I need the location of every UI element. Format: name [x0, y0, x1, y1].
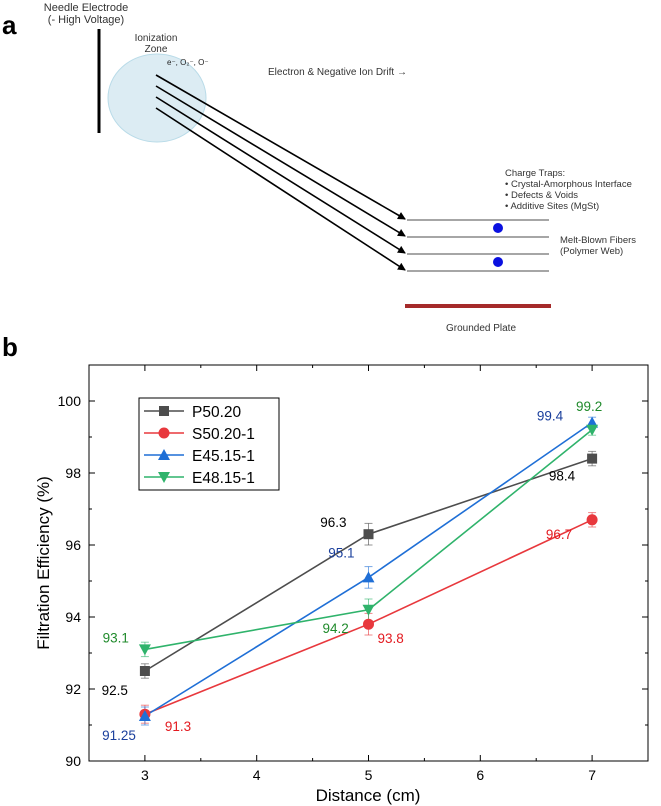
fibers-label-1: Melt-Blown Fibers — [560, 235, 636, 246]
plate-label: Grounded Plate — [446, 323, 516, 334]
y-tick-label: 92 — [65, 681, 81, 697]
y-tick-label: 96 — [65, 537, 81, 553]
ionization-zone-label-1: Ionization — [135, 33, 178, 44]
data-label: 96.3 — [320, 515, 346, 530]
electrode-title: Needle Electrode — [44, 2, 128, 14]
data-label: 91.3 — [165, 719, 191, 734]
traps-item: • Defects & Voids — [505, 190, 578, 201]
data-label: 96.7 — [546, 527, 572, 542]
legend-entry: S50.20-1 — [192, 426, 255, 443]
data-label: 93.8 — [378, 631, 404, 646]
fiber-lines — [407, 219, 549, 272]
traps-title: Charge Traps: — [505, 168, 565, 179]
traps-item: • Crystal-Amorphous Interface — [505, 179, 632, 190]
legend-marker — [158, 427, 170, 439]
drift-arrow — [155, 74, 406, 220]
x-tick-label: 4 — [253, 767, 261, 783]
data-label: 94.2 — [323, 621, 349, 636]
legend-marker — [159, 406, 169, 416]
series-markers — [138, 416, 599, 721]
legend: P50.20 S50.20-1 E45.15-1 E48.15-1 — [138, 397, 280, 491]
drift-arrow — [155, 96, 406, 254]
traps-item: • Additive Sites (MgSt) — [505, 201, 599, 212]
y-tick-label: 90 — [65, 753, 81, 769]
x-axis-label: Distance (cm) — [316, 786, 421, 805]
data-point — [586, 424, 599, 436]
data-label: 98.4 — [549, 469, 576, 484]
x-tick-label: 5 — [365, 767, 373, 783]
electrode-subtitle: (- High Voltage) — [48, 14, 124, 26]
legend-marker — [158, 472, 170, 483]
data-label: 93.1 — [103, 630, 129, 645]
ion-drift-arrows — [155, 74, 406, 271]
data-point — [587, 453, 598, 464]
ion-species-label: e⁻, O₂⁻, O⁻ — [167, 58, 209, 67]
data-point — [138, 710, 151, 721]
data-point — [586, 514, 598, 526]
panel-a-diagram: a Needle Electrode (- High Voltage) Ioni… — [2, 2, 636, 334]
panel-b-label: b — [2, 332, 18, 362]
data-labels: 92.5 96.3 98.4 91.3 93.8 96.7 91.25 95.1 99.4 93.… — [102, 399, 603, 743]
drift-label: Electron & Negative Ion Drift → — [268, 67, 407, 78]
data-label: 99.2 — [576, 399, 602, 414]
axis-ticks: 3 4 5 6 7 90 92 94 96 98 100 — [58, 365, 648, 783]
y-axis-label: Filtration Efficiency (%) — [34, 476, 53, 650]
ionization-zone-label-2: Zone — [145, 44, 168, 55]
data-label: 91.25 — [102, 728, 136, 743]
legend-entry: E48.15-1 — [192, 470, 255, 487]
data-point — [362, 604, 375, 616]
drift-arrow — [155, 107, 406, 271]
y-tick-label: 94 — [65, 609, 81, 625]
legend-entry: P50.20 — [192, 404, 242, 421]
x-tick-label: 7 — [588, 767, 596, 783]
charge-trap-dot — [493, 223, 503, 233]
charge-trap-dot — [493, 257, 503, 267]
data-point — [363, 618, 374, 630]
data-label: 92.5 — [102, 683, 128, 698]
panel-a-label: a — [2, 10, 17, 40]
data-label: 99.4 — [537, 409, 564, 424]
y-tick-label: 98 — [65, 465, 81, 481]
legend-entry: E45.15-1 — [192, 448, 255, 465]
x-tick-label: 6 — [476, 767, 484, 783]
data-point — [139, 666, 150, 676]
data-point — [362, 571, 375, 583]
x-tick-label: 3 — [141, 767, 149, 783]
drift-arrow — [155, 85, 406, 237]
data-label: 95.1 — [328, 545, 354, 560]
legend-marker — [158, 449, 170, 460]
data-point — [363, 529, 374, 540]
y-tick-label: 100 — [58, 393, 82, 409]
fibers-label-2: (Polymer Web) — [560, 246, 623, 257]
data-point — [138, 644, 151, 656]
